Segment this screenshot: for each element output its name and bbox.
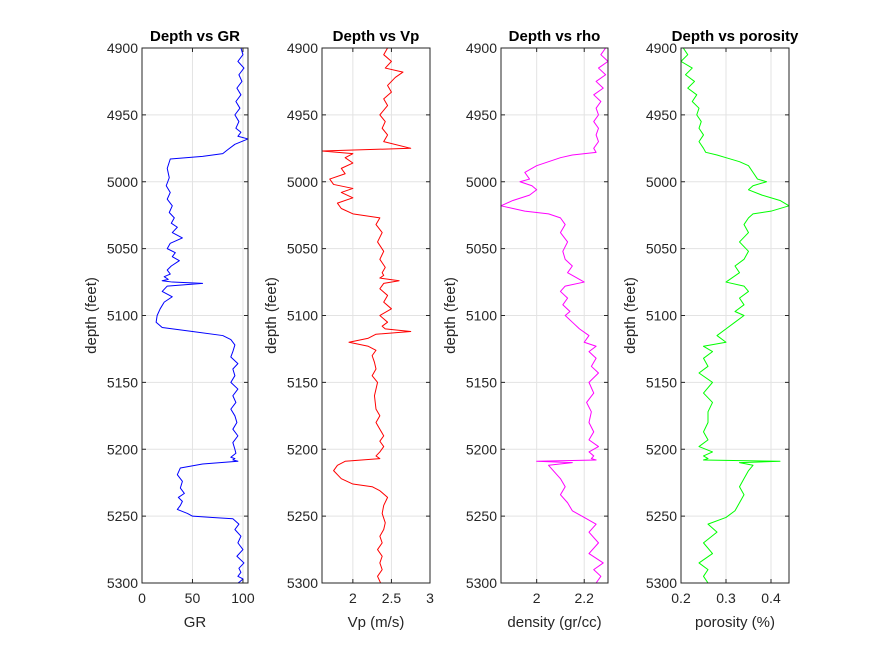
- y-tick-label: 5100: [287, 308, 318, 324]
- x-axis-label: GR: [184, 614, 207, 631]
- panel-title: Depth vs GR: [150, 28, 240, 45]
- y-tick-label: 5150: [107, 374, 138, 390]
- y-tick-label: 4950: [287, 107, 318, 123]
- y-tick-label: 5100: [107, 308, 138, 324]
- y-tick-label: 5300: [107, 575, 138, 591]
- y-tick-label: 5250: [287, 508, 318, 524]
- y-tick-label: 4900: [466, 40, 497, 56]
- grid-lines: [501, 47, 608, 584]
- series-line: [680, 47, 790, 584]
- y-tick-label: 5250: [466, 508, 497, 524]
- panel-title: Depth vs Vp: [333, 28, 420, 45]
- y-tick-label: 5050: [287, 241, 318, 257]
- y-tick-label: 5250: [646, 508, 677, 524]
- panel-title: Depth vs rho: [509, 28, 601, 45]
- y-tick-label: 5150: [287, 374, 318, 390]
- y-tick-label: 5200: [287, 441, 318, 457]
- y-tick-label: 5150: [646, 374, 677, 390]
- y-axis-label: depth (feet): [83, 277, 100, 354]
- panel-4: 0.2 0.3 0.4 4900 4950 5000 5050 5100 5150 5200 525…: [622, 28, 799, 631]
- x-tick-label: 0.3: [716, 590, 736, 606]
- y-tick-label: 5100: [466, 308, 497, 324]
- y-tick-label: 4950: [107, 107, 138, 123]
- x-tick-label: 2: [533, 590, 541, 606]
- x-tick-label: 0: [138, 590, 146, 606]
- x-tick-label: 0.4: [761, 590, 781, 606]
- y-tick-label: 5100: [646, 308, 677, 324]
- y-tick-label: 5000: [287, 174, 318, 190]
- x-tick-label: 100: [231, 590, 255, 606]
- y-tick-label: 5250: [107, 508, 138, 524]
- panel-title: Depth vs porosity: [672, 28, 799, 45]
- series-line: [321, 47, 412, 584]
- y-tick-label: 5200: [107, 441, 138, 457]
- y-tick-label: 5300: [646, 575, 677, 591]
- y-tick-label: 5000: [646, 174, 677, 190]
- y-tick-label: 5200: [466, 441, 497, 457]
- y-tick-label: 5150: [466, 374, 497, 390]
- x-axis-label: Vp (m/s): [348, 614, 405, 631]
- y-tick-label: 4900: [107, 40, 138, 56]
- x-tick-label: 3: [426, 590, 434, 606]
- x-tick-label: 2.2: [574, 590, 594, 606]
- y-tick-label: 5300: [287, 575, 318, 591]
- y-tick-label: 5000: [466, 174, 497, 190]
- x-tick-label: 0.2: [671, 590, 691, 606]
- y-tick-label: 5300: [466, 575, 497, 591]
- y-axis-label: depth (feet): [263, 277, 280, 354]
- y-tick-label: 4900: [646, 40, 677, 56]
- panel-2: 2 2.5 3 4900 4950 5000 5050 5100 5150 5200 5250 530…: [263, 28, 434, 631]
- y-tick-label: 4950: [646, 107, 677, 123]
- x-tick-label: 2.5: [382, 590, 402, 606]
- x-axis-label: porosity (%): [695, 614, 775, 631]
- x-tick-label: 2: [349, 590, 357, 606]
- panel-3: 2 2.2 4900 4950 5000 5050 5100 5150 5200 5250 5300…: [442, 28, 609, 631]
- x-axis-label: density (gr/cc): [507, 614, 601, 631]
- y-tick-label: 5050: [466, 241, 497, 257]
- y-tick-label: 5000: [107, 174, 138, 190]
- panel-1: 0 50 100 4900 4950 5000 5050 5100 5150 5200 5250 53…: [83, 28, 255, 631]
- y-axis-label: depth (feet): [622, 277, 639, 354]
- x-tick-label: 50: [185, 590, 201, 606]
- y-axis-label: depth (feet): [442, 277, 459, 354]
- series-line: [155, 47, 249, 584]
- y-tick-label: 5050: [646, 241, 677, 257]
- y-tick-label: 4900: [287, 40, 318, 56]
- y-tick-label: 5200: [646, 441, 677, 457]
- y-tick-label: 5050: [107, 241, 138, 257]
- y-tick-label: 4950: [466, 107, 497, 123]
- series-line: [500, 47, 609, 584]
